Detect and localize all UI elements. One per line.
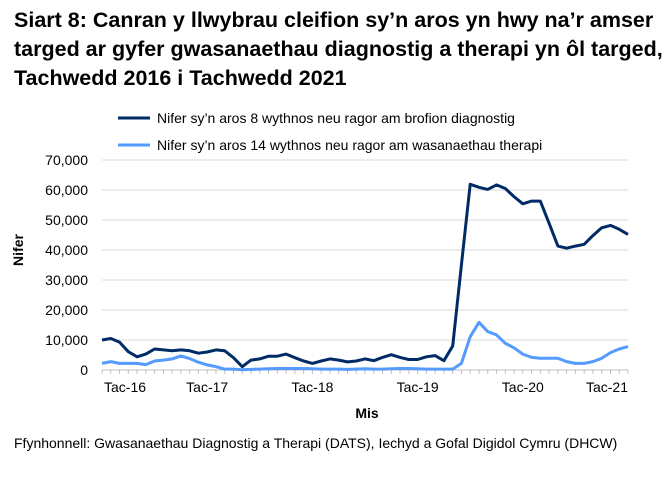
- y-tick-label: 50,000: [45, 212, 88, 228]
- x-tick-label: Tac-18: [291, 379, 333, 395]
- y-tick-label: 20,000: [45, 302, 88, 318]
- legend-label-2: Nifer sy’n aros 14 wythnos neu ragor am …: [157, 137, 542, 153]
- x-tick-label: Tac-16: [104, 379, 146, 395]
- x-tick-label: Tac-21: [586, 379, 628, 395]
- series-line-1: [101, 182, 629, 369]
- source-note: Ffynhonnell: Gwasanaethau Diagnostig a T…: [14, 435, 618, 451]
- y-tick-label: 30,000: [45, 272, 88, 288]
- x-axis-title: Mis: [355, 405, 379, 421]
- y-tick-label: 60,000: [45, 182, 88, 198]
- x-tick-label: Tac-19: [397, 379, 439, 395]
- x-tick-label: Tac-20: [502, 379, 544, 395]
- y-tick-label: 0: [80, 362, 88, 378]
- legend-label-1: Nifer sy’n aros 8 wythnos neu ragor am b…: [157, 110, 515, 126]
- series-line-2: [101, 320, 629, 372]
- y-tick-label: 70,000: [45, 152, 88, 168]
- y-axis-title: Nifer: [10, 234, 26, 266]
- chart-title: Siart 8: Canran y llwybrau cleifion sy’n…: [14, 8, 663, 90]
- x-tick-label: Tac-17: [186, 379, 228, 395]
- y-tick-label: 40,000: [45, 242, 88, 258]
- y-tick-label: 10,000: [45, 332, 88, 348]
